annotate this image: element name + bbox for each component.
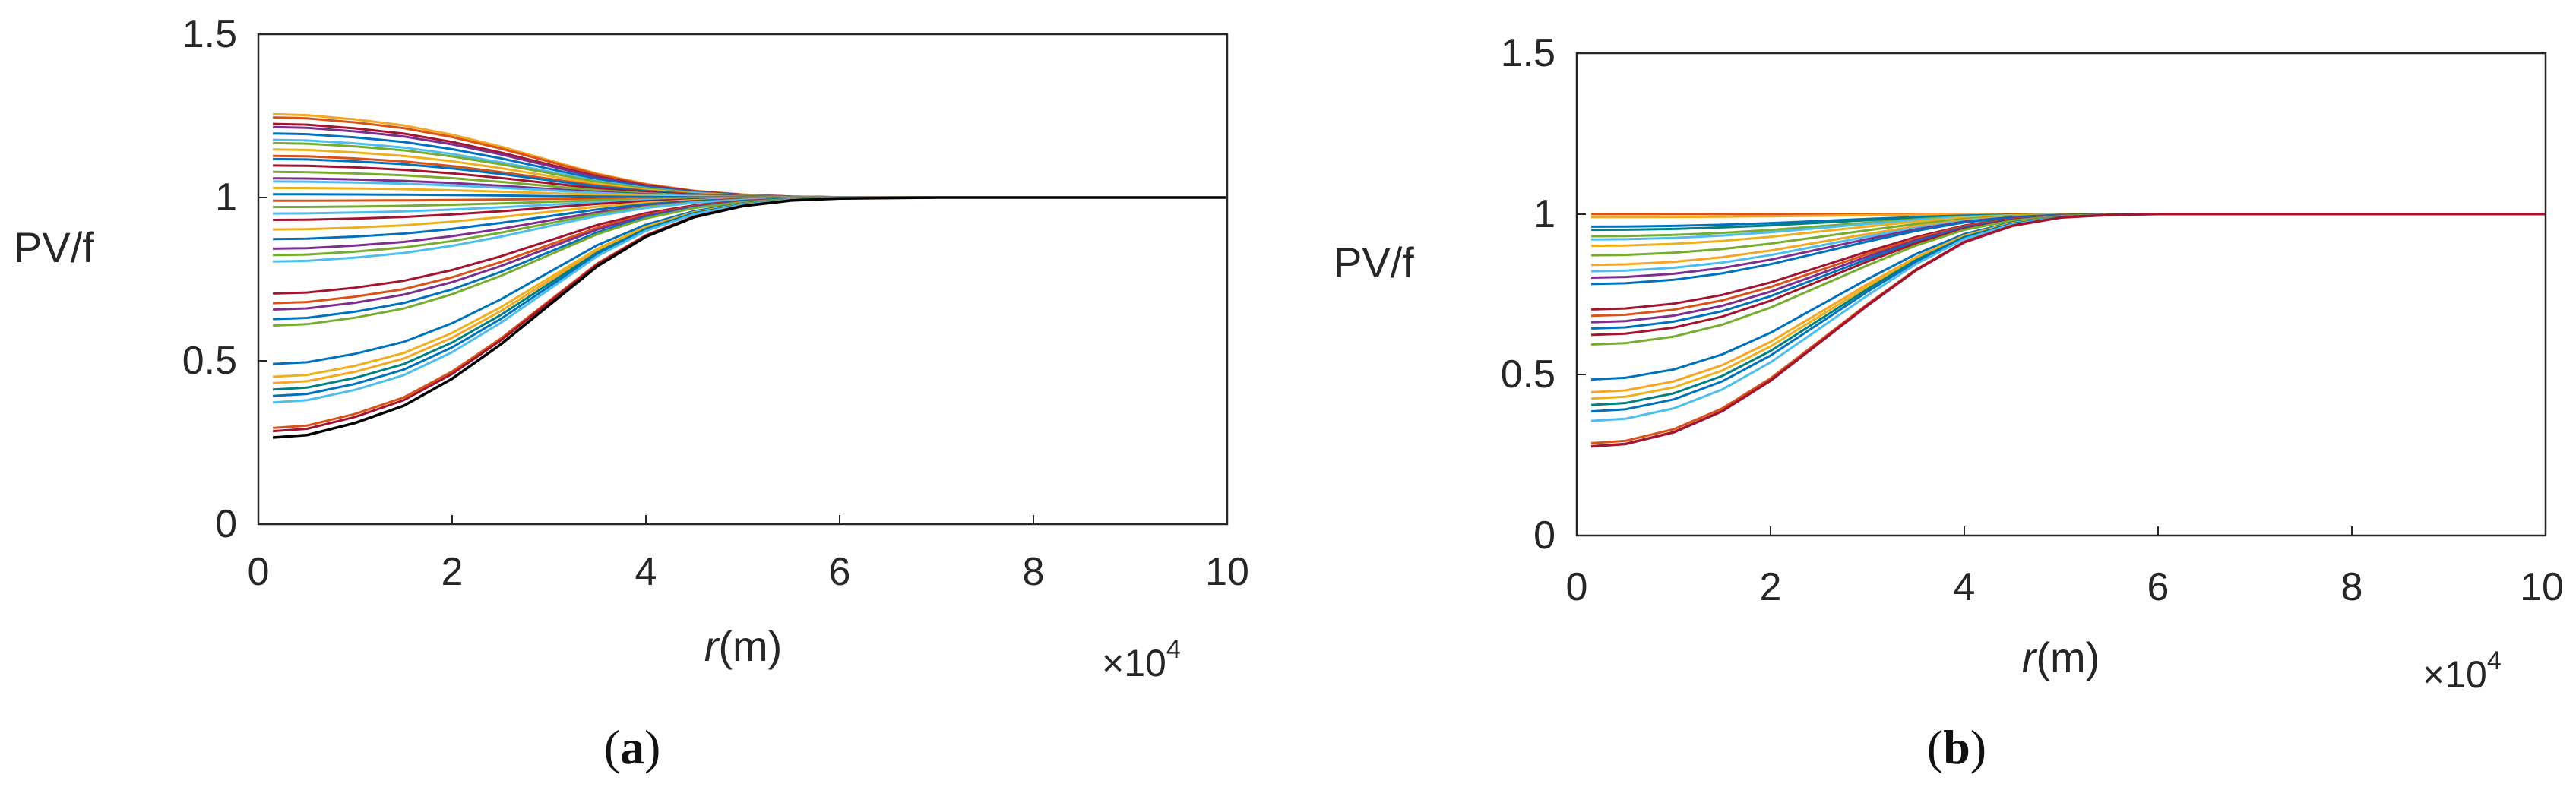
x-tick-label: 10 <box>1205 550 1249 594</box>
x-multiplier-b: ×104 <box>2423 646 2502 696</box>
x-multiplier-a: ×104 <box>1102 635 1181 684</box>
y-axis-label-b: PV/f <box>1334 239 1414 286</box>
y-tick-label: 0.5 <box>182 339 237 383</box>
plot-area-a <box>258 34 1227 524</box>
x-axis-unit-b: (m) <box>2036 634 2100 681</box>
y-tick-label: 1.5 <box>1501 31 1555 75</box>
series-line <box>272 196 1227 439</box>
x-tick-label: 10 <box>2520 565 2564 609</box>
series-group-a <box>272 112 1227 439</box>
x-tick-label: 4 <box>635 550 657 594</box>
y-tick-label: 1 <box>215 175 237 220</box>
x-tick-label: 0 <box>1566 565 1588 609</box>
x-tick-label: 6 <box>2147 565 2169 609</box>
x-ticks-b: 0 2 4 6 8 10 <box>1566 526 2564 609</box>
x-axis-var-b: r <box>2022 634 2038 681</box>
x-tick-label: 2 <box>1760 565 1782 609</box>
caption-open-b: ( <box>1927 720 1943 774</box>
axes-box-b <box>1575 52 2547 537</box>
chart-panel-b: 0 2 4 6 8 10 0 0.5 1 1.5 PV/f r(m) ×104 … <box>1334 31 2564 774</box>
x-axis-unit-a: (m) <box>718 622 782 670</box>
x-axis-var-a: r <box>704 622 720 670</box>
x-axis-label-a: r(m) <box>704 622 783 670</box>
x-tick-label: 4 <box>1954 565 1976 609</box>
y-tick-label: 1 <box>1533 192 1555 236</box>
x-tick-label: 0 <box>248 550 270 594</box>
caption-open-a: ( <box>604 720 620 774</box>
caption-close-a: ) <box>644 720 660 774</box>
x-axis-label-b: r(m) <box>2022 634 2100 681</box>
chart-panel-a: 0 2 4 6 8 10 0 0.5 1 1.5 PV/f r(m) ×104 … <box>14 12 1249 774</box>
x-tick-label: 8 <box>2341 565 2363 609</box>
caption-b: (b) <box>1927 720 1986 774</box>
caption-a: (a) <box>604 720 661 774</box>
y-tick-label: 0 <box>1533 514 1555 558</box>
x-tick-label: 6 <box>829 550 851 594</box>
y-tick-label: 0.5 <box>1501 352 1555 397</box>
caption-letter-b: b <box>1943 720 1970 774</box>
x-ticks-a: 0 2 4 6 8 10 <box>248 515 1249 594</box>
series-group-b <box>1590 212 2546 448</box>
axes-box-a <box>257 33 1229 526</box>
x-multiplier-exp-a: 4 <box>1166 635 1181 664</box>
caption-letter-a: a <box>620 720 644 774</box>
y-tick-label: 1.5 <box>182 12 237 56</box>
y-ticks-a: 0 0.5 1 1.5 <box>182 12 267 546</box>
y-tick-label: 0 <box>215 502 237 546</box>
y-axis-label-a: PV/f <box>14 223 94 271</box>
x-multiplier-base-b: ×10 <box>2423 653 2487 696</box>
x-multiplier-exp-b: 4 <box>2487 646 2502 675</box>
x-tick-label: 8 <box>1023 550 1045 594</box>
series-line <box>1590 212 2546 448</box>
x-tick-label: 2 <box>441 550 464 594</box>
y-ticks-b: 0 0.5 1 1.5 <box>1501 31 1586 558</box>
caption-close-b: ) <box>1970 720 1986 774</box>
x-multiplier-base-a: ×10 <box>1102 642 1166 684</box>
plot-area-b <box>1577 53 2546 536</box>
